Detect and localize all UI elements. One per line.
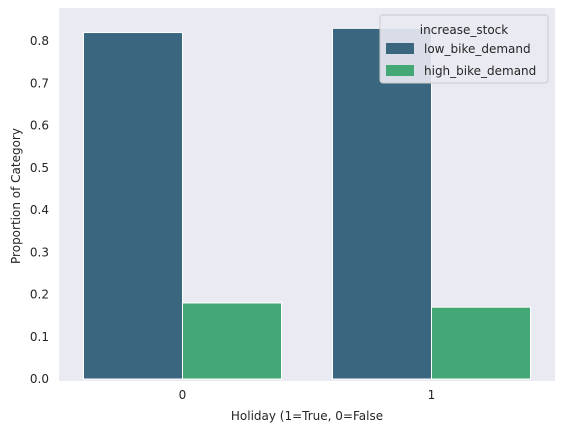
y-tick-label-0-7: 0.7 — [30, 76, 49, 90]
y-tick-label-0-2: 0.2 — [30, 288, 49, 302]
y-tick-label-0-4: 0.4 — [30, 203, 49, 217]
y-axis-label: Proportion of Category — [9, 128, 23, 264]
bar-low-bike-demand-1 — [332, 27, 432, 380]
y-tick-label-0-0: 0.0 — [30, 372, 49, 386]
legend-label-low-bike-demand: low_bike_demand — [424, 42, 531, 56]
x-axis-label: Holiday (1=True, 0=False — [231, 409, 383, 423]
y-tick-label-0-1: 0.1 — [30, 330, 49, 344]
legend-title: increase_stock — [420, 23, 508, 37]
y-tick-label-0-3: 0.3 — [30, 245, 49, 259]
legend-swatch-low-bike-demand — [386, 43, 414, 54]
x-tick-label-0: 0 — [179, 388, 187, 402]
y-axis-ticks: 0.0 0.1 0.2 0.3 0.4 0.5 0.6 0.7 0.8 — [30, 34, 49, 386]
bars-group — [83, 27, 531, 380]
legend: increase_stock low_bike_demand high_bike… — [379, 14, 549, 84]
legend-box — [379, 14, 549, 84]
legend-label-high-bike-demand: high_bike_demand — [424, 64, 536, 78]
y-tick-label-0-5: 0.5 — [30, 161, 49, 175]
bar-low-bike-demand-0 — [83, 32, 183, 380]
bar-high-bike-demand-1 — [431, 306, 531, 380]
y-tick-label-0-8: 0.8 — [30, 34, 49, 48]
y-tick-label-0-6: 0.6 — [30, 119, 49, 133]
legend-swatch-high-bike-demand — [386, 65, 414, 76]
bar-high-bike-demand-0 — [182, 302, 282, 380]
x-tick-label-1: 1 — [428, 388, 436, 402]
